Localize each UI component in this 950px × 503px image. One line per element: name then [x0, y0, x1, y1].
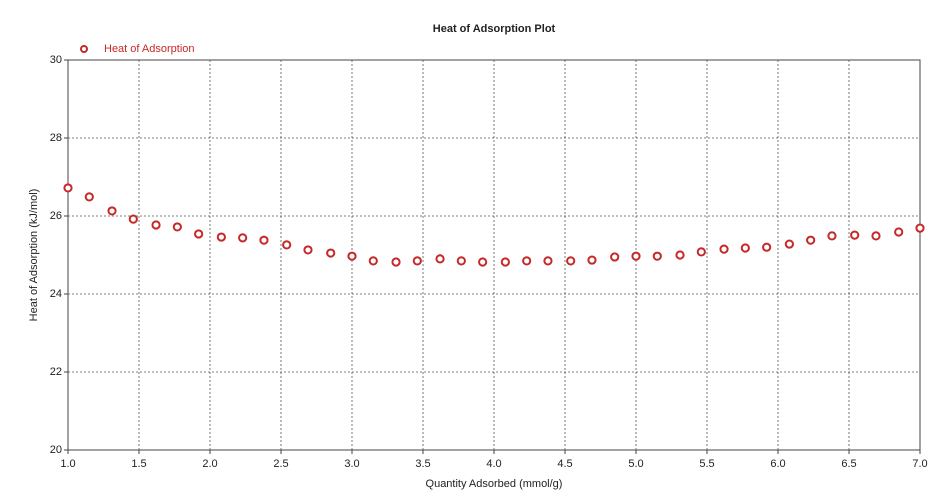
data-point [478, 257, 488, 267]
x-tick-label: 7.0 [912, 458, 927, 470]
data-point [368, 256, 378, 266]
data-point [500, 257, 510, 267]
data-point [128, 214, 138, 224]
y-axis-label: Heat of Adsorption (kJ/mol) [28, 189, 40, 322]
x-tick-label: 2.0 [202, 458, 217, 470]
legend-marker [80, 45, 88, 53]
data-point [456, 256, 466, 266]
data-point [522, 256, 532, 266]
x-tick-label: 1.5 [131, 458, 146, 470]
data-point [631, 251, 641, 261]
data-point [194, 229, 204, 239]
data-point [806, 235, 816, 245]
y-tick-label: 26 [50, 210, 62, 222]
data-point [259, 235, 269, 245]
data-point [894, 227, 904, 237]
data-point [784, 239, 794, 249]
data-point [282, 240, 292, 250]
data-point [347, 251, 357, 261]
data-point [63, 183, 73, 193]
data-point [719, 244, 729, 254]
legend-label: Heat of Adsorption [104, 43, 195, 55]
data-point [871, 231, 881, 241]
x-tick-label: 6.0 [770, 458, 785, 470]
data-point [238, 233, 248, 243]
y-tick-label: 20 [50, 444, 62, 456]
x-tick-label: 6.5 [841, 458, 856, 470]
y-tick-label: 24 [50, 288, 62, 300]
x-tick-label: 5.5 [699, 458, 714, 470]
data-point [107, 206, 117, 216]
data-point [326, 248, 336, 258]
data-point [587, 255, 597, 265]
data-point [696, 247, 706, 257]
x-tick-label: 4.5 [557, 458, 572, 470]
x-tick-label: 4.0 [486, 458, 501, 470]
data-point [652, 251, 662, 261]
x-tick-label: 3.0 [344, 458, 359, 470]
data-point [850, 230, 860, 240]
data-point [675, 250, 685, 260]
x-axis-label: Quantity Adsorbed (mmol/g) [426, 478, 563, 490]
data-point [216, 232, 226, 242]
chart-title: Heat of Adsorption Plot [433, 23, 556, 35]
data-point [151, 220, 161, 230]
data-point [391, 257, 401, 267]
plot-frame [67, 59, 921, 451]
data-point [172, 222, 182, 232]
y-tick-label: 30 [50, 54, 62, 66]
data-point [915, 223, 925, 233]
y-tick-label: 28 [50, 132, 62, 144]
data-point [762, 242, 772, 252]
x-tick-label: 2.5 [273, 458, 288, 470]
data-point [543, 256, 553, 266]
x-tick-label: 5.0 [628, 458, 643, 470]
data-point [303, 245, 313, 255]
data-point [566, 256, 576, 266]
x-tick-label: 1.0 [60, 458, 75, 470]
y-tick-label: 22 [50, 366, 62, 378]
data-point [435, 254, 445, 264]
data-point [827, 231, 837, 241]
data-point [740, 243, 750, 253]
x-tick-label: 3.5 [415, 458, 430, 470]
data-point [610, 252, 620, 262]
data-point [84, 192, 94, 202]
data-point [412, 256, 422, 266]
